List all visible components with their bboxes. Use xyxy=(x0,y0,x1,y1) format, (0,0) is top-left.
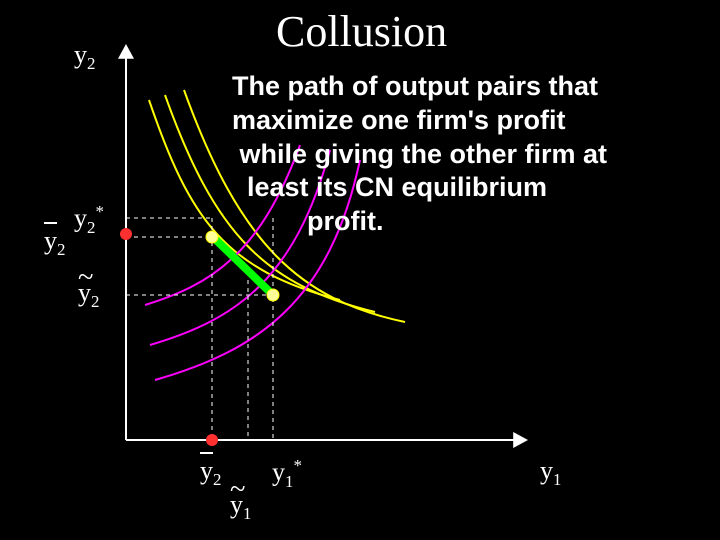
label-y1_star: y1* xyxy=(272,456,302,492)
label-y2_bar: y2 xyxy=(44,226,65,260)
label-x_axis: y1 xyxy=(540,456,561,490)
label-y2_star: y2* xyxy=(74,202,104,238)
page-title: Collusion xyxy=(276,6,447,57)
label-y1_tilde: ~y1 xyxy=(230,490,251,524)
label-y_axis: y2 xyxy=(74,40,95,74)
label-y2_tilde: ~y2 xyxy=(78,278,99,312)
description-text: The path of output pairs thatmaximize on… xyxy=(232,70,607,239)
label-y2_bar_x: y2 xyxy=(200,456,221,490)
